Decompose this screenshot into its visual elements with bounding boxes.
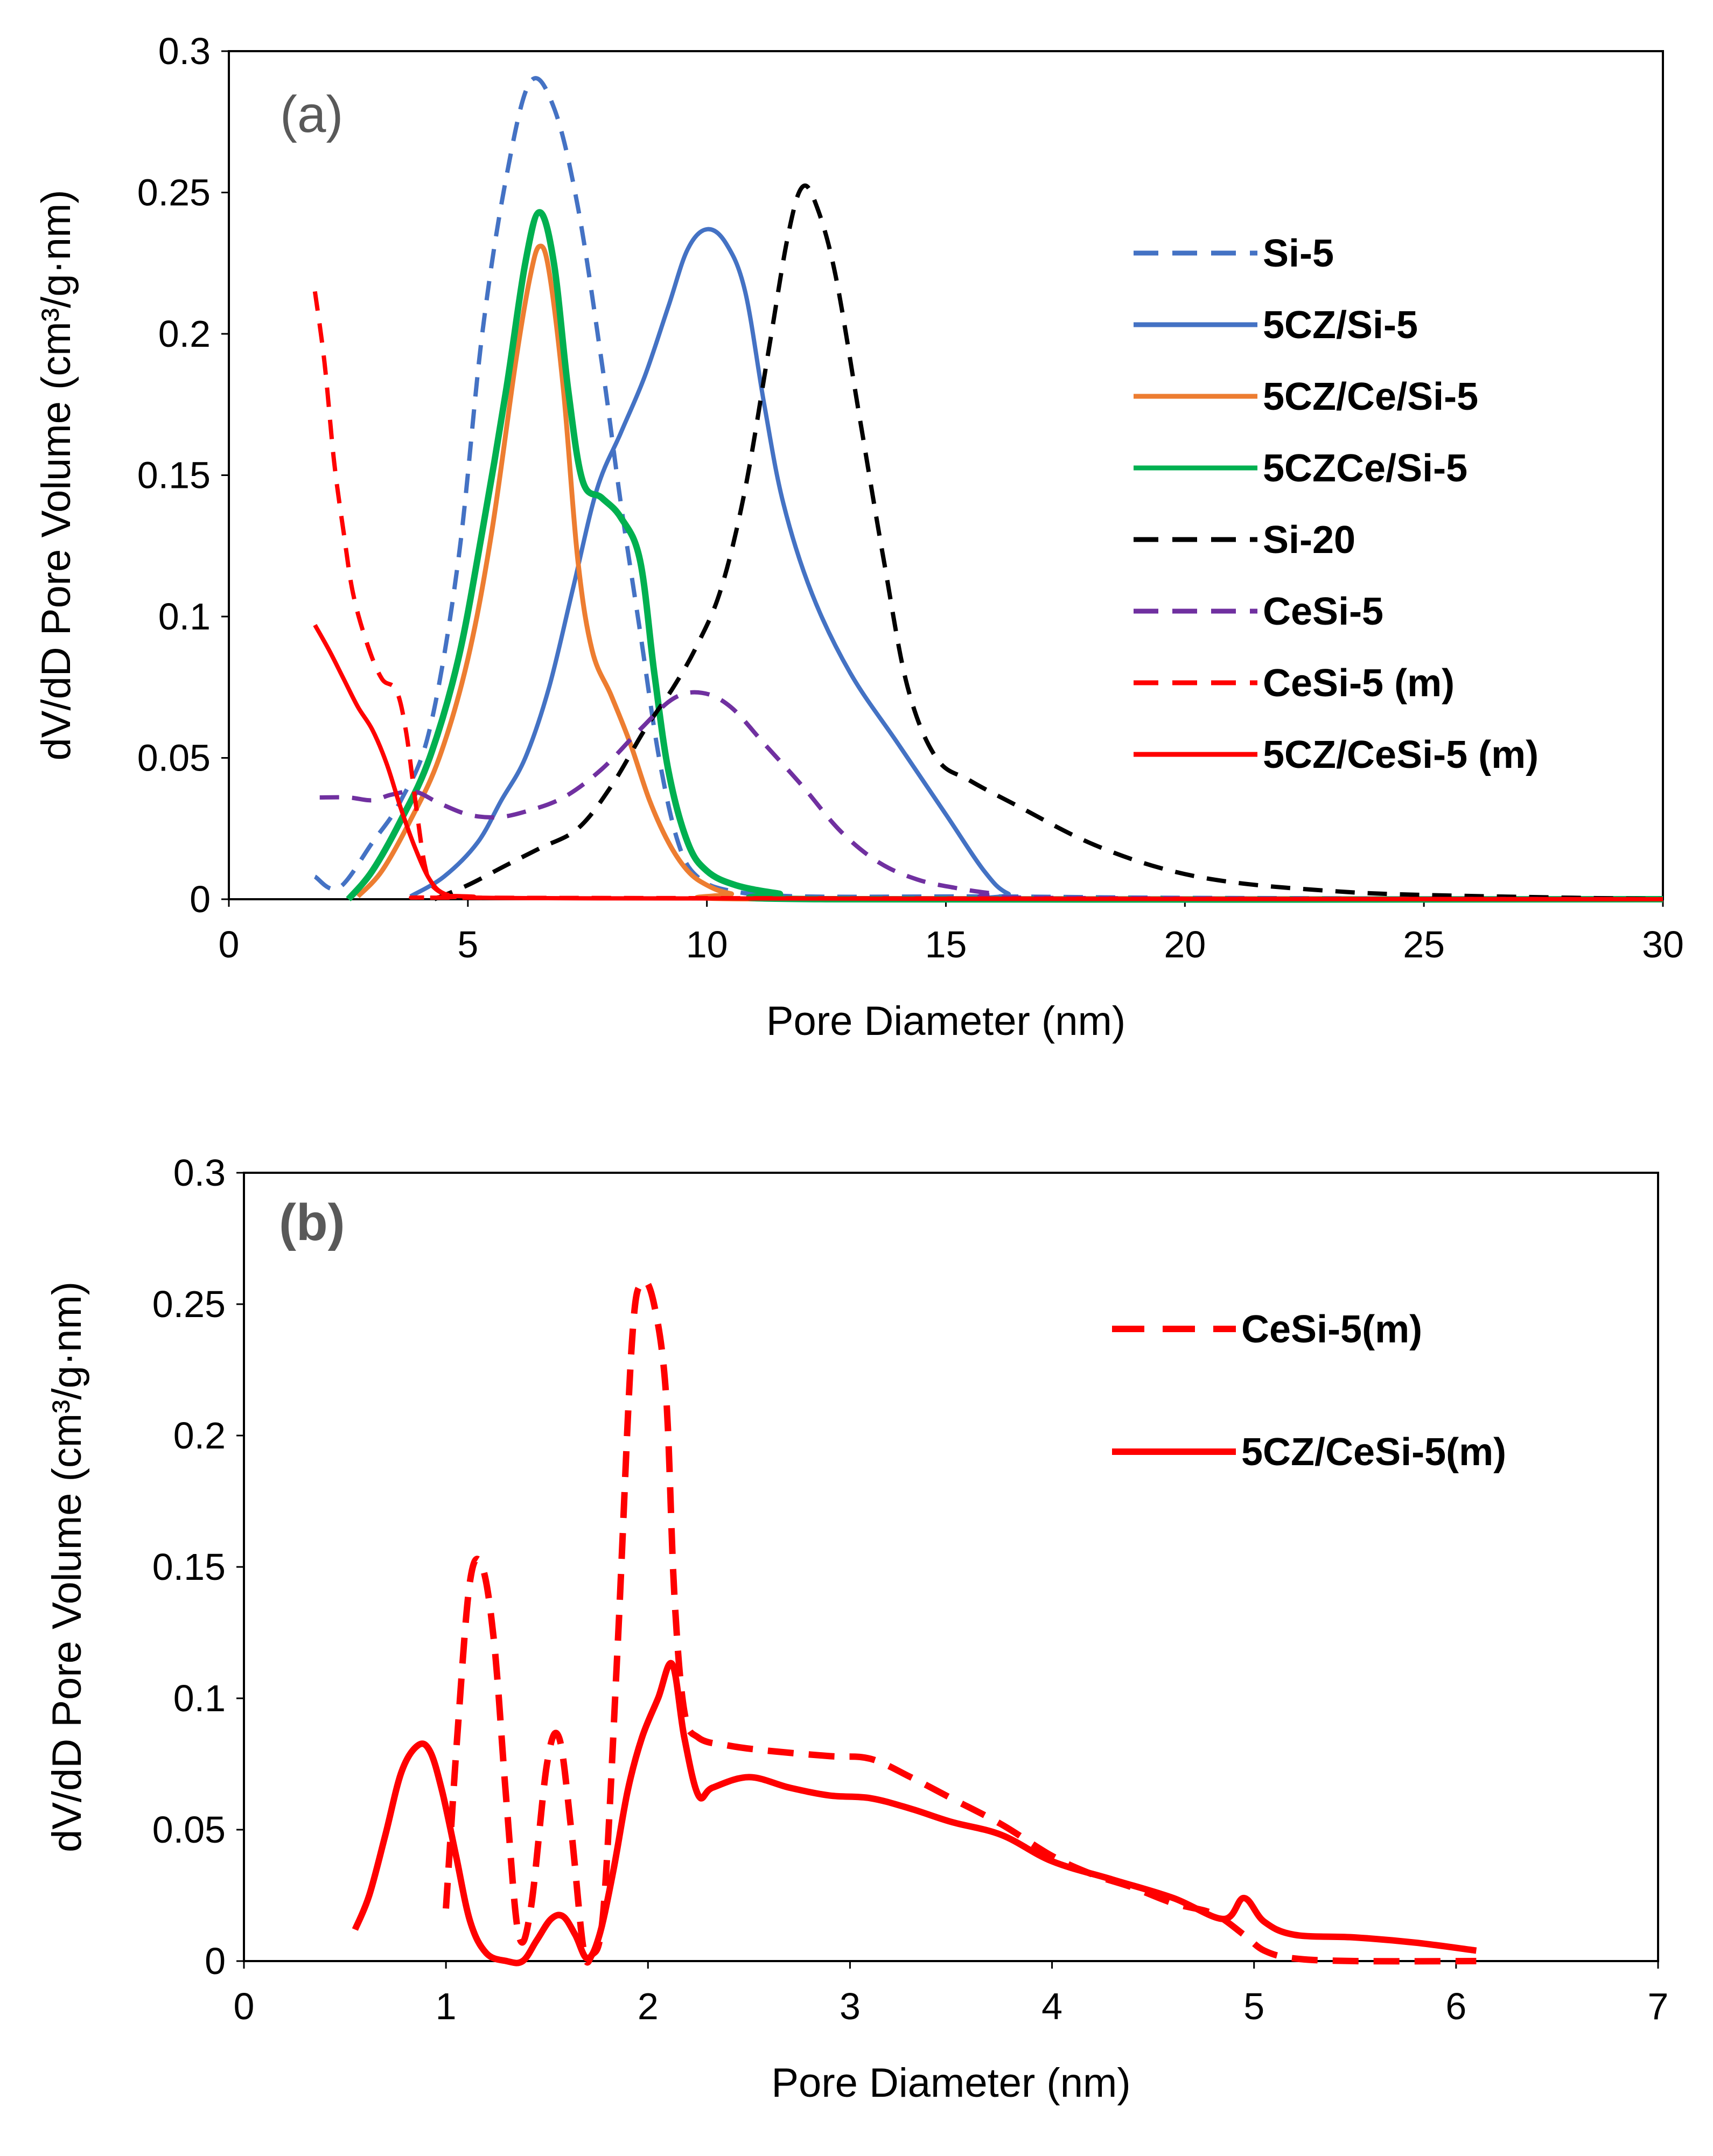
- panel-label: (a): [280, 86, 343, 143]
- series-line-5cz-si-5: [409, 227, 1663, 902]
- x-tick-label: 15: [925, 923, 967, 965]
- y-tick-label: 0.2: [173, 1415, 226, 1457]
- x-tick-label: 5: [1243, 1985, 1264, 2027]
- y-tick-label: 0.3: [173, 1152, 226, 1194]
- x-tick-label: 30: [1642, 923, 1684, 965]
- legend-label: 5CZ/Si-5: [1263, 304, 1418, 347]
- y-tick-label: 0.15: [152, 1546, 226, 1588]
- y-tick-label: 0.3: [158, 30, 211, 72]
- x-tick-label: 1: [436, 1985, 457, 2027]
- x-tick-label: 6: [1445, 1985, 1466, 2027]
- chart-panel-a: 0 5 10 15 20 25 30 0 0.05 0.1 0.15 0.2 0.25 0.3 Pore D…: [33, 30, 1684, 1044]
- x-axis-label: Pore Diameter (nm): [771, 2060, 1130, 2106]
- x-tick-label: 0: [219, 923, 240, 965]
- x-tick-label: 20: [1164, 923, 1206, 965]
- legend-label: Si-20: [1263, 519, 1355, 562]
- x-tick-label: 0: [234, 1985, 255, 2027]
- chart-panel-b: 0 1 2 3 4 5 6 7 0 0.05 0.1 0.15 0.2 0.25 0.3 Pore Diame…: [44, 1152, 1668, 2106]
- y-tick-label: 0.25: [137, 172, 211, 214]
- x-tick-label: 3: [840, 1985, 861, 2027]
- x-tick-label: 7: [1648, 1985, 1669, 2027]
- series-line-cesi-5-m: [443, 1277, 1477, 1966]
- x-tick-label: 5: [457, 923, 478, 965]
- legend-label: 5CZ/CeSi-5(m): [1241, 1431, 1506, 1474]
- x-tick-label: 10: [686, 923, 728, 965]
- y-tick-label: 0: [205, 1940, 226, 1982]
- y-tick-label: 0.2: [158, 313, 211, 355]
- legend-label: Si-5: [1263, 232, 1334, 275]
- y-tick-label: 0.05: [152, 1809, 226, 1851]
- series-line-5cz-cesi-5-m: [352, 1660, 1477, 1966]
- series-line-cesi-5-m: [312, 291, 1663, 901]
- series-line-5cz-cesi-5-m: [313, 624, 1663, 901]
- legend-label: 5CZ/Ce/Si-5: [1263, 375, 1478, 418]
- legend-label: CeSi-5: [1263, 590, 1383, 633]
- series-line-si-5: [313, 76, 1663, 901]
- x-tick-label: 4: [1041, 1985, 1062, 2027]
- y-axis-label: dV/dD Pore Volume (cm³/g·nm): [44, 1282, 90, 1852]
- series-line-si-20: [434, 183, 1663, 901]
- legend-label: 5CZ/CeSi-5 (m): [1263, 733, 1539, 776]
- series-line-cesi-5: [319, 690, 1663, 901]
- x-axis-label: Pore Diameter (nm): [766, 998, 1125, 1044]
- panel-label: (b): [279, 1194, 345, 1251]
- y-tick-label: 0.1: [158, 596, 211, 638]
- y-axis-label: dV/dD Pore Volume (cm³/g·nm): [33, 190, 79, 760]
- legend-label: CeSi-5(m): [1241, 1308, 1422, 1351]
- legend-label: 5CZCe/Si-5: [1263, 447, 1467, 490]
- y-tick-label: 0.15: [137, 454, 211, 496]
- y-tick-label: 0.1: [173, 1677, 226, 1719]
- y-tick-label: 0: [190, 878, 211, 920]
- x-tick-label: 25: [1403, 923, 1445, 965]
- x-tick-label: 2: [638, 1985, 659, 2027]
- y-tick-label: 0.05: [137, 737, 211, 779]
- series-line-5czce-si-5: [346, 209, 1663, 903]
- legend-label: CeSi-5 (m): [1263, 662, 1455, 705]
- y-tick-label: 0.25: [152, 1283, 226, 1325]
